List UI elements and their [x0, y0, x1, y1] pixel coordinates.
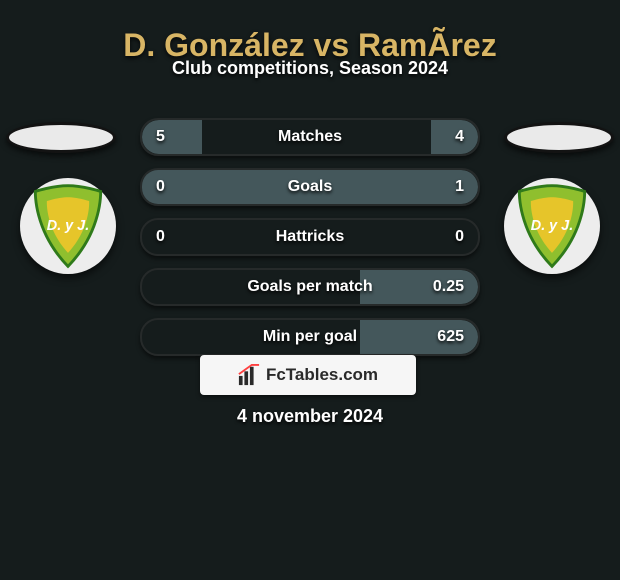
stat-label: Hattricks	[276, 228, 344, 246]
player-ellipse-right	[504, 122, 614, 153]
badge-text: D. y J.	[531, 218, 573, 234]
stat-row: 5 Matches 4	[140, 118, 480, 156]
stat-value-right: 0	[455, 228, 464, 246]
shield-icon: D. y J.	[504, 178, 600, 274]
stat-row: 0 Goals 1	[140, 168, 480, 206]
stat-label: Goals per match	[247, 278, 372, 296]
stat-label: Goals	[288, 178, 332, 196]
shield-icon: D. y J.	[20, 178, 116, 274]
stat-value-left: 5	[156, 128, 165, 146]
stat-value-right: 4	[455, 128, 464, 146]
date-line: 4 november 2024	[0, 406, 620, 427]
stat-row: Min per goal 625	[140, 318, 480, 356]
stat-value-right: 1	[455, 178, 464, 196]
fctables-brand[interactable]: FcTables.com	[200, 355, 416, 395]
stat-value-right: 625	[437, 328, 464, 346]
page-subtitle: Club competitions, Season 2024	[0, 58, 620, 79]
stat-value-left: 0	[156, 228, 165, 246]
team-badge-right: D. y J.	[504, 178, 600, 274]
stat-label: Matches	[278, 128, 342, 146]
badge-text: D. y J.	[47, 218, 89, 234]
player-ellipse-left	[6, 122, 116, 153]
bars-icon	[238, 364, 260, 386]
stat-row: 0 Hattricks 0	[140, 218, 480, 256]
stat-value-left: 0	[156, 178, 165, 196]
stats-panel: 5 Matches 4 0 Goals 1 0 Hattricks 0 Goals per mat…	[140, 118, 480, 368]
stat-row: Goals per match 0.25	[140, 268, 480, 306]
team-badge-left: D. y J.	[20, 178, 116, 274]
brand-text: FcTables.com	[266, 365, 378, 385]
stat-label: Min per goal	[263, 328, 357, 346]
stat-fill-left	[142, 120, 202, 154]
comparison-card: D. González vs RamÃ­rez Club competition…	[0, 0, 620, 580]
stat-value-right: 0.25	[433, 278, 464, 296]
